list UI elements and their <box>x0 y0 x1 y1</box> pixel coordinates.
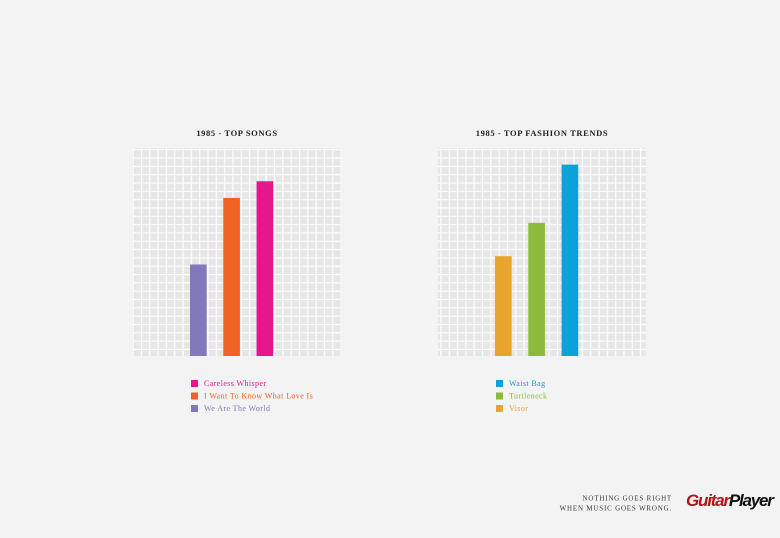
tagline: NOTHING GOES RIGHT <box>583 495 672 503</box>
bar <box>223 197 240 356</box>
logo-part: Guitar <box>686 491 731 510</box>
legend-swatch <box>496 392 503 400</box>
legend-swatch <box>191 405 198 412</box>
legend-label: We Are The World <box>204 404 270 413</box>
legend-swatch <box>496 405 503 412</box>
legend-swatch <box>191 392 198 400</box>
bar <box>561 164 579 356</box>
logo-part: Player <box>729 491 775 510</box>
legend-label: I Want To Know What Love Is <box>204 391 313 400</box>
legend-label: Careless Whisper <box>204 379 266 388</box>
chart-title: 1985 - TOP FASHION TRENDS <box>476 128 608 138</box>
logo: GuitarPlayer <box>686 491 775 510</box>
legend-swatch <box>191 380 198 387</box>
legend-label: Waist Bag <box>509 379 546 388</box>
legend-label: Visor <box>509 404 528 413</box>
legend-swatch <box>496 380 503 387</box>
bar <box>190 264 207 356</box>
bar <box>528 222 545 356</box>
tagline: WHEN MUSIC GOES WRONG. <box>560 505 672 513</box>
bar <box>495 256 512 356</box>
legend-label: Turtleneck <box>509 391 547 400</box>
chart-title: 1985 - TOP SONGS <box>196 128 277 138</box>
bar <box>256 181 274 356</box>
